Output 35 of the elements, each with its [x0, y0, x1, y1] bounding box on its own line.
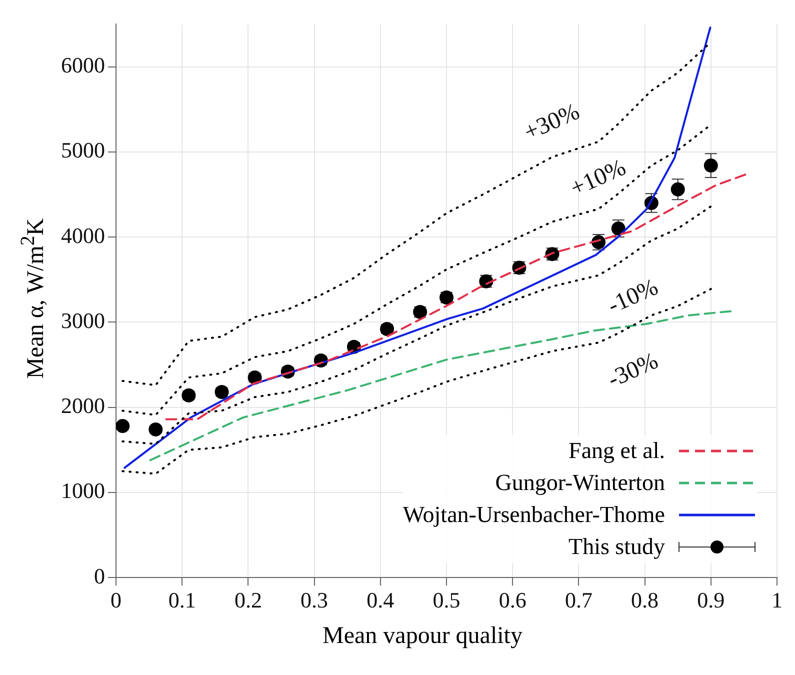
legend-label: Gungor-Winterton	[495, 470, 665, 496]
line-series	[149, 310, 734, 462]
point	[670, 182, 685, 196]
point	[248, 370, 262, 385]
x-tick-label: 0	[110, 588, 122, 613]
annotation: +30%	[520, 98, 584, 146]
x-tick-label: 0.7	[564, 588, 592, 613]
point	[704, 158, 718, 173]
x-tick-label: 0.2	[234, 588, 262, 613]
y-tick-label: 6000	[61, 52, 105, 78]
x-tick-label: 0.5	[432, 588, 460, 613]
x-tick-label: 0.9	[697, 588, 725, 613]
annotation: -30%	[604, 348, 662, 394]
point	[148, 422, 163, 436]
point	[182, 388, 196, 402]
y-tick-label: 1000	[61, 478, 105, 504]
x-tick-label: 0.4	[366, 588, 394, 613]
x-tick-label: 0.1	[168, 588, 196, 613]
x-axis-title: Mean vapour quality	[322, 623, 524, 650]
y-tick-label: 3000	[61, 308, 105, 333]
x-tick-label: 0.6	[498, 588, 526, 613]
legend-label: Fang et al.	[568, 438, 665, 464]
y-tick-label: 5000	[61, 138, 105, 163]
x-tick-label: 1	[772, 588, 782, 613]
point	[380, 322, 394, 336]
point	[116, 419, 130, 434]
legend-label: Wojtan-Ursenbacher-Thome	[402, 502, 665, 528]
y-tick-label: 2000	[61, 393, 105, 418]
legend-label: This study	[568, 534, 665, 560]
x-tick-label: 0.8	[631, 588, 659, 613]
y-tick-label: 4000	[61, 222, 105, 248]
annotation: -10%	[604, 274, 662, 320]
annotation: +10%	[566, 154, 630, 202]
x-tick-label: 0.3	[300, 588, 328, 613]
y-tick-label: 0	[94, 563, 105, 588]
